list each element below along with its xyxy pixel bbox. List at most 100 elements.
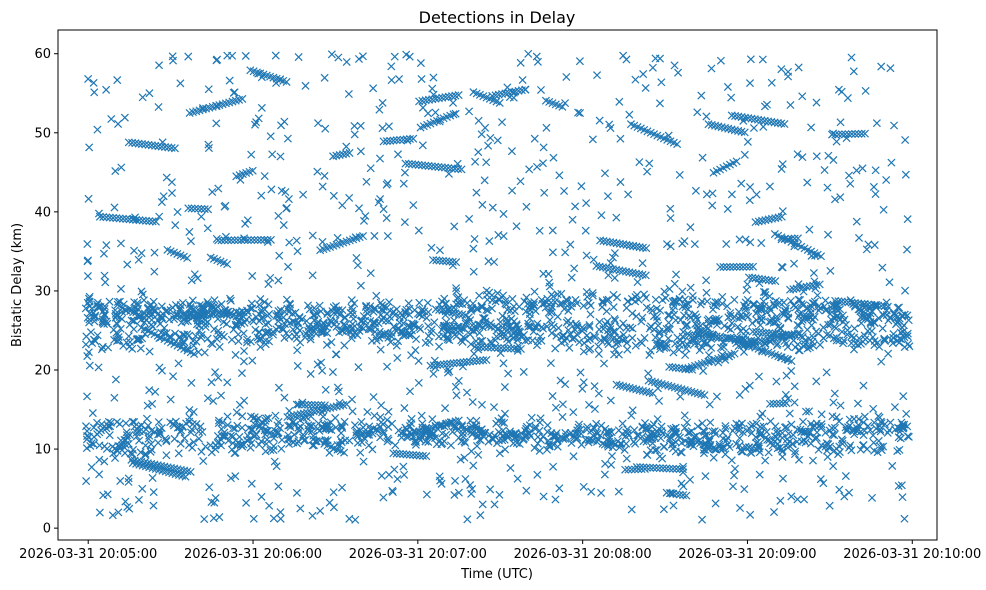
detection-point (850, 324, 859, 333)
detection-point (515, 439, 524, 449)
detection-point (552, 331, 561, 340)
detection-point (417, 161, 426, 170)
detection-point (530, 134, 539, 143)
detection-point (690, 339, 699, 348)
detection-point (460, 437, 469, 446)
detection-point (646, 322, 655, 331)
detection-point (895, 445, 904, 454)
detection-point (112, 214, 121, 223)
detection-point (723, 204, 732, 213)
detection-point (457, 336, 466, 345)
detection-point (538, 159, 548, 168)
detection-point (415, 97, 424, 106)
detection-point (602, 237, 611, 246)
detection-point (400, 404, 409, 413)
detection-point (793, 234, 802, 243)
detection-point (109, 325, 118, 334)
detection-point (204, 140, 213, 149)
detection-point (613, 293, 622, 302)
detection-point (367, 336, 376, 345)
detection-point (359, 457, 368, 466)
detection-point (515, 302, 524, 311)
detection-point (757, 301, 766, 310)
detection-point (132, 428, 141, 437)
detection-point (578, 384, 587, 393)
detection-point (361, 211, 370, 221)
detection-point (321, 124, 330, 133)
detection-point (836, 193, 845, 202)
detection-point (230, 236, 239, 245)
detection-point (572, 299, 581, 308)
detection-point (144, 303, 153, 312)
detection-point (567, 273, 576, 282)
detection-point (338, 422, 347, 431)
detection-point (810, 422, 819, 431)
detection-point (749, 262, 758, 271)
detection-point (498, 89, 507, 99)
detection-point (556, 299, 565, 308)
detection-point (644, 369, 653, 378)
detection-point (668, 363, 677, 372)
detection-point (585, 334, 595, 343)
detection-point (162, 436, 171, 445)
detection-point (721, 424, 730, 433)
detection-point (856, 445, 865, 454)
detection-point (602, 428, 611, 437)
detection-point (375, 154, 385, 163)
detection-point (795, 346, 804, 355)
detection-point (547, 305, 556, 314)
detection-point (825, 331, 834, 340)
detection-point (254, 335, 263, 344)
detection-point (417, 306, 426, 315)
detection-point (116, 239, 125, 248)
detection-point (452, 287, 461, 296)
detection-point (323, 309, 332, 319)
detection-point (829, 129, 838, 138)
detection-point (130, 246, 139, 255)
detection-point (247, 236, 256, 245)
detection-point (274, 276, 283, 285)
detection-point (846, 441, 855, 450)
detection-point (370, 305, 379, 314)
detection-point (418, 103, 427, 112)
detection-point (325, 448, 334, 457)
detection-point (407, 351, 416, 360)
detection-point (363, 407, 372, 417)
detection-point (600, 470, 609, 479)
detection-point (306, 332, 315, 341)
detection-point (564, 306, 573, 315)
detection-point (451, 109, 460, 118)
detection-point (524, 49, 533, 58)
detection-point (638, 422, 647, 431)
detection-point (588, 135, 597, 144)
detection-point (727, 190, 736, 199)
detection-point (828, 430, 837, 439)
detection-point (438, 256, 447, 265)
detection-point (322, 323, 331, 332)
detection-point (633, 278, 642, 287)
detection-point (808, 337, 817, 346)
detection-point (687, 436, 696, 445)
detection-point (609, 303, 618, 312)
detection-point (625, 268, 634, 277)
detection-point (200, 205, 209, 214)
detection-point (223, 51, 232, 60)
detection-point (628, 406, 637, 415)
detection-point (250, 120, 260, 129)
detection-point (767, 78, 776, 87)
detection-point (604, 442, 613, 451)
detection-point (400, 168, 410, 177)
detection-point (506, 344, 516, 353)
detection-point (435, 300, 444, 309)
detection-point (828, 301, 837, 310)
detection-point (619, 240, 628, 249)
detection-point (902, 409, 911, 418)
detection-point (427, 243, 436, 252)
detection-point (740, 128, 749, 137)
detection-point (830, 389, 839, 398)
detection-point (773, 439, 782, 448)
detection-point (622, 323, 631, 332)
detection-point (653, 384, 662, 393)
detection-point (670, 61, 679, 70)
detection-point (638, 259, 647, 268)
